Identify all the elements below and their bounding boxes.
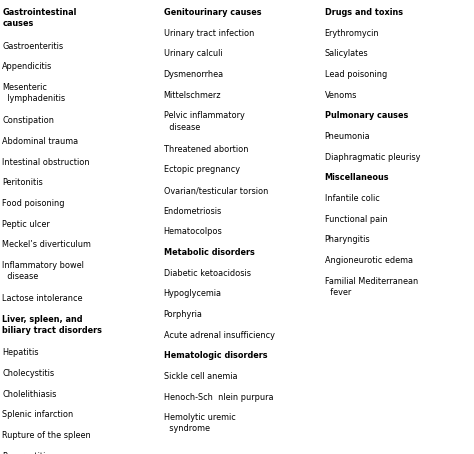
Text: Cholelithiasis: Cholelithiasis bbox=[2, 390, 57, 399]
Text: Metabolic disorders: Metabolic disorders bbox=[164, 248, 255, 257]
Text: Ovarian/testicular torsion: Ovarian/testicular torsion bbox=[164, 186, 268, 195]
Text: Pharyngitis: Pharyngitis bbox=[325, 235, 370, 244]
Text: Sickle cell anemia: Sickle cell anemia bbox=[164, 372, 237, 381]
Text: Endometriosis: Endometriosis bbox=[164, 207, 222, 216]
Text: Diabetic ketoacidosis: Diabetic ketoacidosis bbox=[164, 269, 251, 278]
Text: Urinary tract infection: Urinary tract infection bbox=[164, 29, 254, 38]
Text: Gastrointestinal
causes: Gastrointestinal causes bbox=[2, 8, 77, 28]
Text: Mittelschmerz: Mittelschmerz bbox=[164, 91, 221, 100]
Text: Gastroenteritis: Gastroenteritis bbox=[2, 41, 64, 50]
Text: Liver, spleen, and
biliary tract disorders: Liver, spleen, and biliary tract disorde… bbox=[2, 315, 102, 335]
Text: Lactose intolerance: Lactose intolerance bbox=[2, 294, 83, 303]
Text: Urinary calculi: Urinary calculi bbox=[164, 49, 222, 59]
Text: Intestinal obstruction: Intestinal obstruction bbox=[2, 158, 90, 167]
Text: Hematocolpos: Hematocolpos bbox=[164, 227, 222, 237]
Text: Peptic ulcer: Peptic ulcer bbox=[2, 219, 50, 228]
Text: Mesenteric
  lymphadenitis: Mesenteric lymphadenitis bbox=[2, 83, 65, 103]
Text: Acute adrenal insufficiency: Acute adrenal insufficiency bbox=[164, 331, 274, 340]
Text: Erythromycin: Erythromycin bbox=[325, 29, 379, 38]
Text: Pelvic inflammatory
  disease: Pelvic inflammatory disease bbox=[164, 111, 244, 132]
Text: Salicylates: Salicylates bbox=[325, 49, 368, 59]
Text: Hypoglycemia: Hypoglycemia bbox=[164, 289, 221, 298]
Text: Hematologic disorders: Hematologic disorders bbox=[164, 351, 267, 360]
Text: Threatened abortion: Threatened abortion bbox=[164, 145, 248, 154]
Text: Pulmonary causes: Pulmonary causes bbox=[325, 111, 408, 120]
Text: Appendicitis: Appendicitis bbox=[2, 62, 53, 71]
Text: Meckel’s diverticulum: Meckel’s diverticulum bbox=[2, 240, 91, 249]
Text: Inflammatory bowel
  disease: Inflammatory bowel disease bbox=[2, 261, 84, 281]
Text: Ectopic pregnancy: Ectopic pregnancy bbox=[164, 165, 239, 174]
Text: Familial Mediterranean
  fever: Familial Mediterranean fever bbox=[325, 276, 418, 297]
Text: Splenic infarction: Splenic infarction bbox=[2, 410, 73, 419]
Text: Constipation: Constipation bbox=[2, 116, 55, 125]
Text: Genitourinary causes: Genitourinary causes bbox=[164, 8, 261, 17]
Text: Pancreatitis: Pancreatitis bbox=[2, 451, 50, 454]
Text: Venoms: Venoms bbox=[325, 91, 357, 100]
Text: Abdominal trauma: Abdominal trauma bbox=[2, 137, 79, 146]
Text: Hepatitis: Hepatitis bbox=[2, 348, 39, 357]
Text: Lead poisoning: Lead poisoning bbox=[325, 70, 387, 79]
Text: Porphyria: Porphyria bbox=[164, 310, 202, 319]
Text: Henoch-Sch  nlein purpura: Henoch-Sch nlein purpura bbox=[164, 393, 273, 402]
Text: Peritonitis: Peritonitis bbox=[2, 178, 43, 187]
Text: Miscellaneous: Miscellaneous bbox=[325, 173, 389, 183]
Text: Diaphragmatic pleurisy: Diaphragmatic pleurisy bbox=[325, 153, 420, 162]
Text: Infantile colic: Infantile colic bbox=[325, 194, 380, 203]
Text: Drugs and toxins: Drugs and toxins bbox=[325, 8, 403, 17]
Text: Dysmenorrhea: Dysmenorrhea bbox=[164, 70, 224, 79]
Text: Functional pain: Functional pain bbox=[325, 215, 387, 224]
Text: Cholecystitis: Cholecystitis bbox=[2, 369, 55, 378]
Text: Angioneurotic edema: Angioneurotic edema bbox=[325, 256, 413, 265]
Text: Pneumonia: Pneumonia bbox=[325, 132, 370, 141]
Text: Rupture of the spleen: Rupture of the spleen bbox=[2, 431, 91, 440]
Text: Hemolytic uremic
  syndrome: Hemolytic uremic syndrome bbox=[164, 413, 235, 434]
Text: Food poisoning: Food poisoning bbox=[2, 199, 65, 208]
